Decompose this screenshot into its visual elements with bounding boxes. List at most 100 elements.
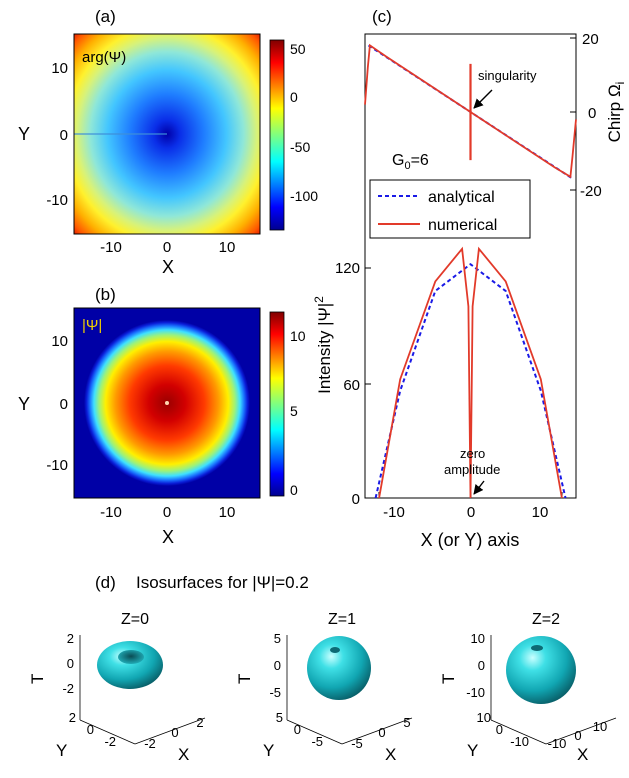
- c-xtick: -10: [383, 504, 405, 521]
- iso-axes: [490, 635, 617, 745]
- left-axis-label-main: Intensity |Ψ|: [315, 303, 334, 394]
- iso-ytick: 10: [477, 710, 491, 725]
- xticks-b: -10 0 10: [100, 504, 235, 521]
- iso-axes: [79, 635, 206, 745]
- colorbar-ticks-b: 10 5 0: [290, 328, 306, 498]
- chirp-lines: [364, 43, 577, 180]
- iso-ytick: 2: [69, 710, 76, 725]
- panel-b-label: (b): [95, 285, 116, 304]
- c-xtick: 0: [467, 504, 475, 521]
- ylabel-a: Y: [18, 124, 30, 144]
- ytick-a: 10: [51, 60, 68, 77]
- cbar-tick-a: -100: [290, 188, 318, 204]
- inset-label-b: |Ψ|: [82, 317, 102, 334]
- iso-ttick: -10: [466, 685, 485, 700]
- iso-ytick: 0: [294, 722, 301, 737]
- cbar-tick-b: 5: [290, 403, 298, 419]
- g0-sub: 0: [404, 160, 410, 172]
- iso-ttick: -5: [269, 685, 281, 700]
- c-left-ticks: 120 60 0: [335, 260, 360, 508]
- frame-b: [73, 307, 261, 499]
- iso-xtick: 10: [593, 719, 607, 734]
- g0-main: G: [392, 152, 404, 169]
- intensity-numerical-line: [378, 246, 563, 499]
- iso-title: Z=2: [532, 611, 560, 628]
- iso-ttick: 10: [471, 631, 485, 646]
- yticks-a: 10 0 -10: [46, 60, 68, 209]
- iso-axis-y: Y: [56, 741, 67, 760]
- right-tick: 20: [582, 31, 599, 48]
- panel-d-title: Isosurfaces for |Ψ|=0.2: [136, 573, 309, 592]
- iso-axis-t: T: [28, 674, 47, 684]
- iso-ytick: -2: [104, 734, 116, 749]
- torus-hole: [118, 650, 144, 664]
- iso-xtick: 0: [171, 725, 178, 740]
- cbar-tick-a: 50: [290, 41, 306, 57]
- colorbar-b: [269, 311, 285, 497]
- ylabel-b: Y: [18, 394, 30, 414]
- inset-label-a: arg(Ψ): [82, 49, 126, 66]
- right-axis-label-sub: i: [613, 82, 627, 85]
- c-right-ticks: 20 0 -20: [580, 31, 602, 200]
- iso-ytick: 0: [496, 722, 503, 737]
- torus: [97, 641, 163, 689]
- colorbar-a: [269, 39, 285, 231]
- right-tick: -20: [580, 183, 602, 200]
- panel-d-label: (d): [95, 573, 116, 592]
- iso-ytick: -10: [510, 734, 529, 749]
- xtick-a: 10: [219, 239, 236, 256]
- intensity-lines: [374, 246, 567, 499]
- svg-text:Intensity |Ψ|2: Intensity |Ψ|2: [312, 296, 334, 394]
- iso-ttick: -2: [62, 681, 74, 696]
- ytick-b: 0: [60, 396, 68, 413]
- legend-numerical: numerical: [428, 217, 497, 234]
- xtick-a: 0: [163, 239, 171, 256]
- frame-a: [73, 33, 261, 235]
- xlabel-b: X: [162, 527, 174, 547]
- right-axis-label: Chirp Ωi: [605, 82, 627, 143]
- iso-subplot-z2: Z=2 10 0 -10 10 0 -10 -10 0 10 T Y X: [439, 611, 617, 764]
- isosurface-dimple: [531, 645, 543, 651]
- iso-xtick: 0: [574, 728, 581, 743]
- iso-xtick: -10: [548, 736, 567, 751]
- xtick-a: -10: [100, 239, 122, 256]
- iso-ttick: 5: [274, 631, 281, 646]
- iso-subplot-z1: Z=1 5 0 -5 5 0 -5 -5 0 5 T Y X: [235, 611, 413, 764]
- vortex-core: [165, 401, 169, 405]
- xtick-b: 0: [163, 504, 171, 521]
- iso-axis-x: X: [577, 745, 588, 764]
- iso-ttick: 2: [67, 631, 74, 646]
- annotation-zero: zero: [460, 446, 485, 461]
- panel-a-label: (a): [95, 7, 116, 26]
- legend-analytical: analytical: [428, 189, 495, 206]
- annotation-singularity: singularity: [478, 68, 537, 83]
- annotation-amplitude: amplitude: [444, 462, 500, 477]
- right-tick: 0: [588, 105, 596, 122]
- ytick-b: 10: [51, 333, 68, 350]
- legend-box: [369, 179, 531, 239]
- iso-axis-x: X: [385, 745, 396, 764]
- iso-ytick: -5: [311, 734, 323, 749]
- iso-xtick: 2: [196, 715, 203, 730]
- iso-ytick: 5: [276, 710, 283, 725]
- xticks-a: -10 0 10: [100, 239, 235, 256]
- panel-c-label: (c): [372, 7, 392, 26]
- isosurface-blob: [506, 636, 576, 704]
- xlabel-c: X (or Y) axis: [421, 530, 520, 550]
- ytick-a: -10: [46, 192, 68, 209]
- iso-axis-x: X: [178, 745, 189, 764]
- c-xtick: 10: [532, 504, 549, 521]
- isosurface-dimple: [330, 647, 340, 653]
- svg-text:Chirp Ωi: Chirp Ωi: [605, 82, 627, 143]
- cbar-tick-b: 10: [290, 328, 306, 344]
- left-tick: 0: [352, 491, 360, 508]
- legend: analytical numerical: [369, 179, 531, 239]
- iso-ytick: 0: [87, 722, 94, 737]
- xtick-b: 10: [219, 504, 236, 521]
- left-axis-label: Intensity |Ψ|2: [312, 296, 334, 394]
- g0-label: G0=6: [392, 152, 429, 172]
- iso-title: Z=1: [328, 611, 356, 628]
- intensity-analytical-line: [374, 262, 567, 499]
- g0-value: =6: [411, 152, 429, 169]
